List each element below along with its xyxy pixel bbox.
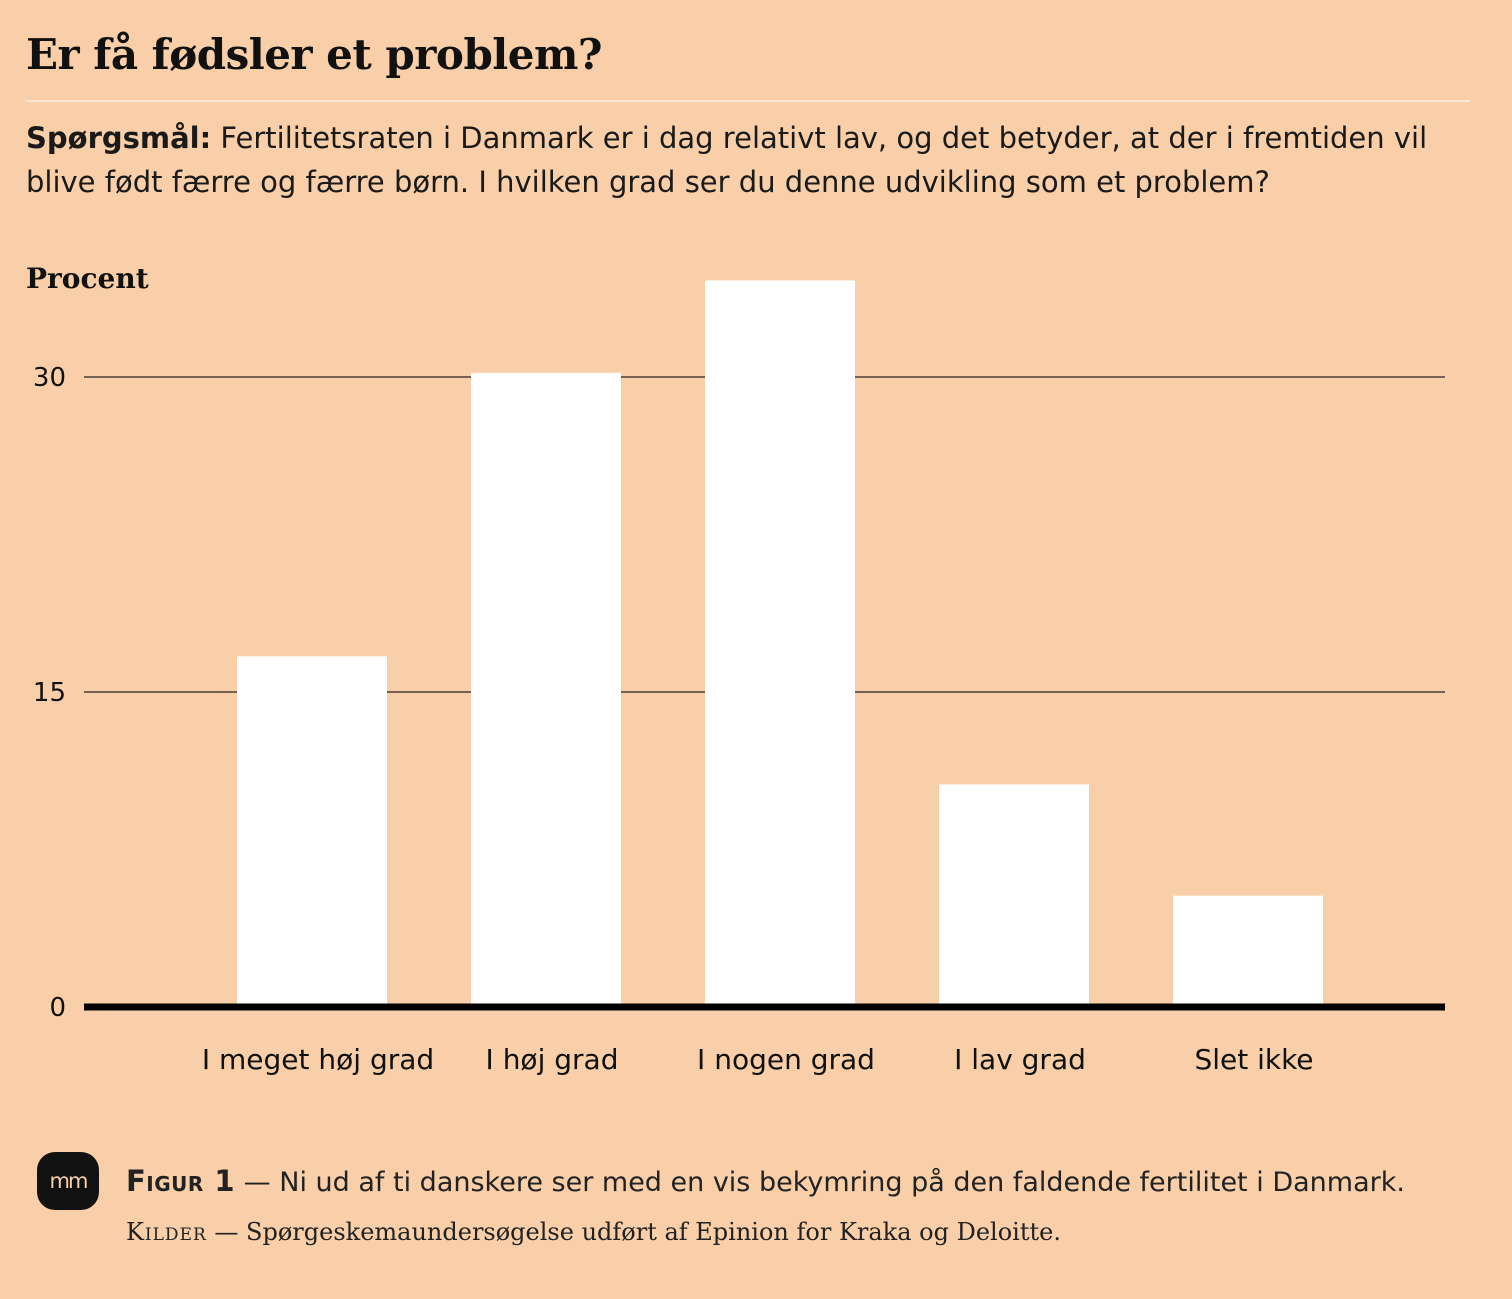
sources-text: — Spørgeskemaundersøgelse udført af Epin…: [206, 1218, 1061, 1246]
y-tick-label-0: 0: [49, 993, 66, 1023]
x-category-label-5: Slet ikke: [1194, 1043, 1313, 1076]
y-tick-label-30: 30: [33, 363, 66, 393]
bar-3: [705, 280, 855, 1007]
question-text: Fertilitetsraten i Danmark er i dag rela…: [26, 121, 1428, 199]
bar-5: [1173, 895, 1323, 1007]
bar-1: [237, 656, 387, 1007]
sources-note: Kilder — Spørgeskemaundersøgelse udført …: [126, 1218, 1061, 1246]
chart-title: Er få fødsler et problem?: [26, 30, 603, 79]
title-divider: [26, 100, 1470, 102]
y-axis-label: Procent: [26, 262, 149, 295]
brand-logo: mm: [37, 1152, 99, 1210]
figure-caption: Figur 1 — Ni ud af ti danskere ser med e…: [126, 1164, 1405, 1198]
sources-label: Kilder: [126, 1218, 207, 1246]
bar-4: [939, 784, 1089, 1007]
bar-2: [471, 372, 621, 1007]
bar-chart: 0 15 30 I meget høj grad I høj grad I nogen g…: [33, 280, 1445, 1076]
x-category-label-3: I nogen grad: [697, 1043, 875, 1076]
x-category-label-2: I høj grad: [486, 1043, 619, 1076]
x-category-label-4: I lav grad: [954, 1043, 1086, 1076]
x-category-label-1: I meget høj grad: [202, 1043, 434, 1076]
y-tick-label-15: 15: [33, 678, 66, 708]
logo-text: mm: [49, 1169, 89, 1193]
caption-label: Figur 1: [126, 1164, 236, 1198]
survey-question: Spørgsmål: Fertilitetsraten i Danmark er…: [26, 116, 1466, 204]
caption-text: — Ni ud af ti danskere ser med en vis be…: [235, 1167, 1405, 1198]
question-label: Spørgsmål:: [26, 121, 212, 155]
